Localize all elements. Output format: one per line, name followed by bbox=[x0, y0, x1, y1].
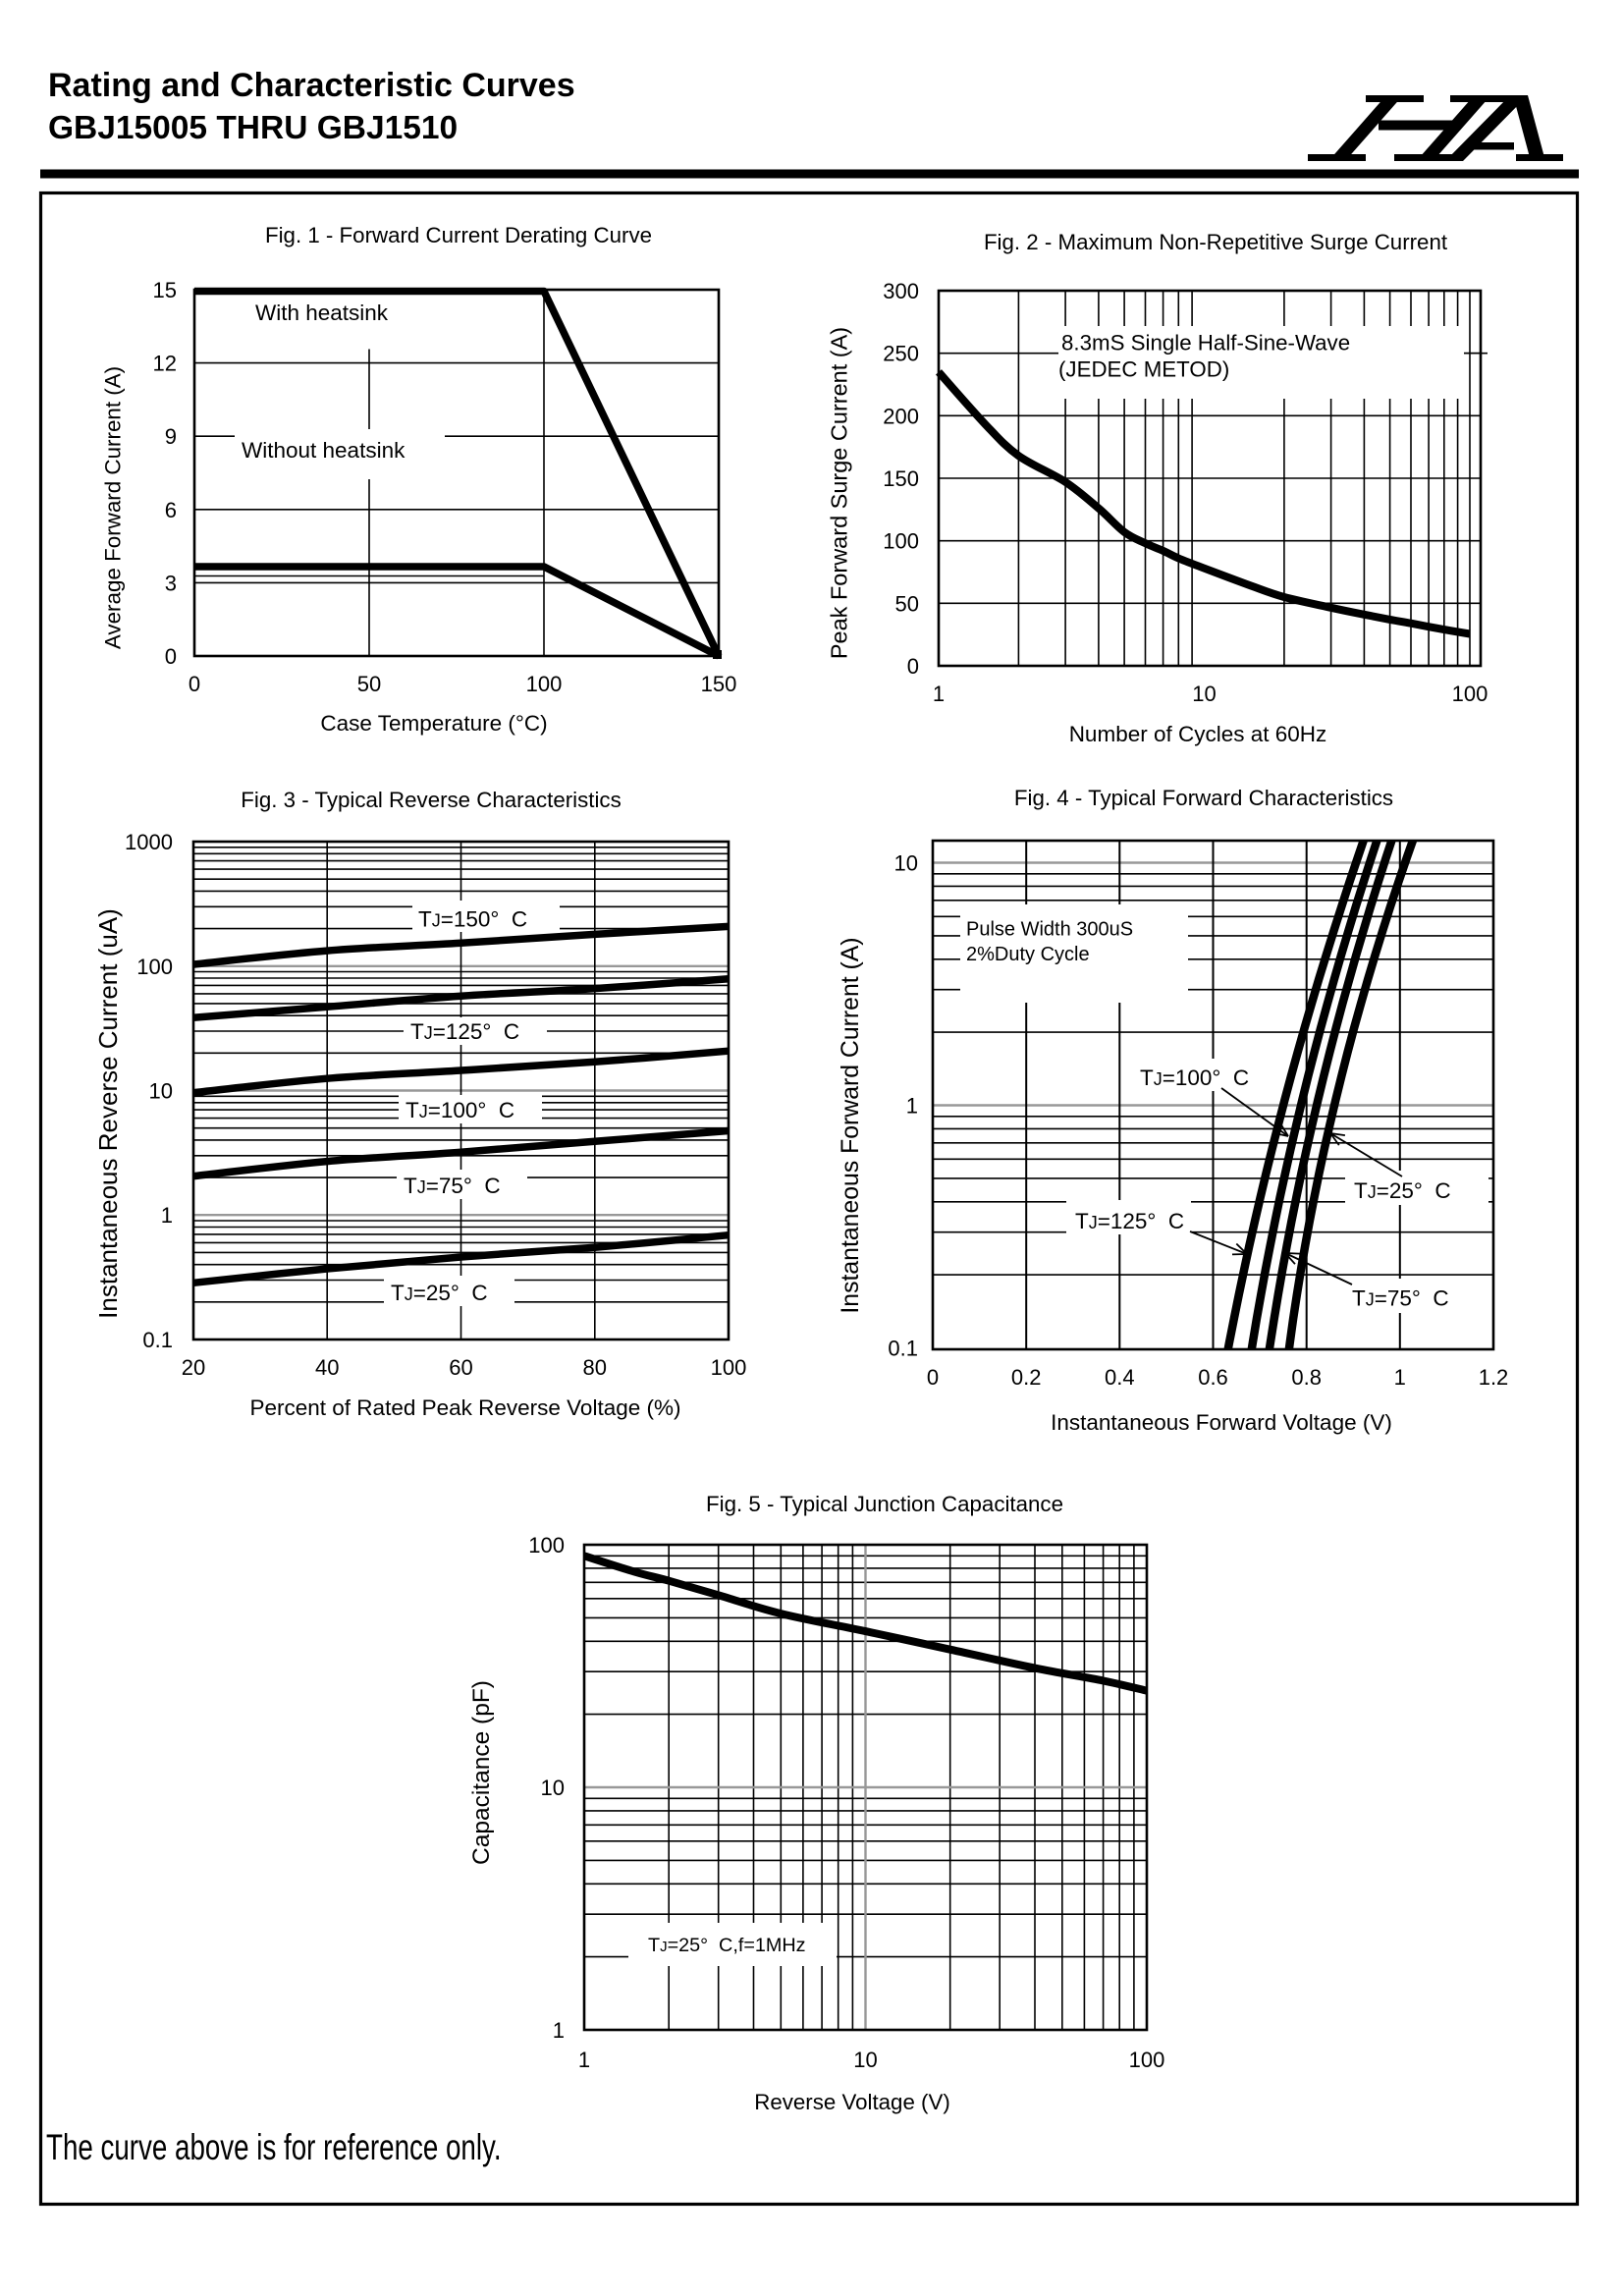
svg-text:0: 0 bbox=[927, 1365, 939, 1390]
svg-text:1: 1 bbox=[1394, 1365, 1406, 1390]
svg-text:100: 100 bbox=[883, 529, 919, 554]
svg-text:Instantaneous Forward Voltage: Instantaneous Forward Voltage (V) bbox=[1051, 1410, 1392, 1435]
svg-text:Rating and Characteristic Curv: Rating and Characteristic Curves bbox=[48, 67, 575, 104]
svg-text:3: 3 bbox=[165, 571, 177, 595]
svg-text:0: 0 bbox=[189, 672, 200, 696]
svg-text:TJ=75° C: TJ=75° C bbox=[1352, 1286, 1449, 1311]
svg-text:TJ=125° C: TJ=125° C bbox=[410, 1019, 519, 1044]
svg-text:0.4: 0.4 bbox=[1105, 1365, 1135, 1390]
svg-text:40: 40 bbox=[315, 1355, 339, 1380]
svg-text:20: 20 bbox=[182, 1355, 205, 1380]
svg-text:100: 100 bbox=[526, 672, 563, 696]
svg-text:Percent of Rated Peak Reverse: Percent of Rated Peak Reverse Voltage (%… bbox=[250, 1395, 681, 1420]
svg-text:0: 0 bbox=[165, 644, 177, 669]
svg-text:With heatsink: With heatsink bbox=[255, 301, 389, 325]
svg-text:150: 150 bbox=[701, 672, 737, 696]
svg-text:0.8: 0.8 bbox=[1291, 1365, 1322, 1390]
svg-text:300: 300 bbox=[883, 279, 919, 303]
svg-text:Instantaneous Forward Current: Instantaneous Forward Current (A) bbox=[838, 937, 864, 1313]
svg-text:1: 1 bbox=[553, 2018, 565, 2043]
svg-text:0.2: 0.2 bbox=[1011, 1365, 1042, 1390]
svg-text:Fig. 2 - Maximum Non-Repetitiv: Fig. 2 - Maximum Non-Repetitive Surge Cu… bbox=[984, 230, 1448, 254]
svg-text:Fig. 5 - Typical Junction Capa: Fig. 5 - Typical Junction Capacitance bbox=[706, 1492, 1063, 1516]
svg-text:Peak Forward Surge Current (A): Peak Forward Surge Current (A) bbox=[827, 327, 852, 659]
svg-text:200: 200 bbox=[883, 404, 919, 428]
svg-text:50: 50 bbox=[895, 591, 919, 616]
svg-text:0.1: 0.1 bbox=[888, 1337, 918, 1361]
svg-text:1: 1 bbox=[578, 2048, 590, 2072]
svg-text:0: 0 bbox=[907, 654, 919, 679]
svg-text:0.6: 0.6 bbox=[1198, 1365, 1228, 1390]
svg-text:Pulse Width 300uS: Pulse Width 300uS bbox=[966, 919, 1133, 941]
svg-text:15: 15 bbox=[153, 278, 177, 302]
svg-text:150: 150 bbox=[883, 466, 919, 491]
svg-text:100: 100 bbox=[528, 1533, 565, 1558]
svg-text:(JEDEC METOD): (JEDEC METOD) bbox=[1058, 357, 1229, 382]
svg-text:100: 100 bbox=[711, 1355, 747, 1380]
svg-text:Average Forward Current (A): Average Forward Current (A) bbox=[101, 366, 126, 649]
svg-text:80: 80 bbox=[583, 1355, 607, 1380]
svg-text:TJ=25° C,f=1MHz: TJ=25° C,f=1MHz bbox=[648, 1935, 806, 1956]
svg-text:Fig. 1 - Forward Current Derat: Fig. 1 - Forward Current Derating Curve bbox=[265, 223, 652, 247]
svg-text:1.2: 1.2 bbox=[1479, 1365, 1509, 1390]
svg-text:GBJ15005 THRU GBJ1510: GBJ15005 THRU GBJ1510 bbox=[48, 110, 458, 146]
svg-text:100: 100 bbox=[1129, 2048, 1165, 2072]
svg-text:TJ=100° C: TJ=100° C bbox=[406, 1098, 514, 1122]
svg-text:1000: 1000 bbox=[125, 830, 173, 854]
svg-text:TJ=150° C: TJ=150° C bbox=[418, 906, 527, 931]
svg-text:8.3mS Single Half-Sine-Wave: 8.3mS Single Half-Sine-Wave bbox=[1061, 331, 1350, 355]
svg-text:250: 250 bbox=[883, 342, 919, 366]
svg-text:10: 10 bbox=[1192, 682, 1216, 706]
svg-text:12: 12 bbox=[153, 352, 177, 376]
svg-text:The curve above is for referen: The curve above is for reference only. bbox=[46, 2126, 502, 2167]
svg-text:TJ=25° C: TJ=25° C bbox=[1354, 1178, 1451, 1203]
svg-text:Fig. 4 - Typical Forward Chara: Fig. 4 - Typical Forward Characteristics bbox=[1014, 786, 1393, 810]
svg-text:Fig. 3 - Typical Reverse Chara: Fig. 3 - Typical Reverse Characteristics bbox=[241, 788, 621, 812]
svg-text:TJ=75° C: TJ=75° C bbox=[404, 1174, 501, 1198]
svg-text:Case Temperature (°C): Case Temperature (°C) bbox=[320, 711, 547, 736]
svg-text:9: 9 bbox=[165, 424, 177, 449]
svg-text:2%Duty Cycle: 2%Duty Cycle bbox=[966, 944, 1090, 965]
svg-text:1: 1 bbox=[933, 682, 945, 706]
svg-text:TJ=25° C: TJ=25° C bbox=[391, 1281, 488, 1305]
svg-text:Reverse Voltage (V): Reverse Voltage (V) bbox=[754, 2090, 950, 2114]
svg-text:100: 100 bbox=[1452, 682, 1488, 706]
svg-text:0.1: 0.1 bbox=[142, 1328, 173, 1352]
svg-text:60: 60 bbox=[449, 1355, 472, 1380]
svg-text:1: 1 bbox=[161, 1203, 173, 1228]
svg-text:6: 6 bbox=[165, 498, 177, 522]
svg-text:Instantaneous Reverse Current: Instantaneous Reverse Current (uA) bbox=[93, 908, 123, 1319]
svg-text:Number of Cycles at 60Hz: Number of Cycles at 60Hz bbox=[1069, 722, 1327, 746]
svg-text:10: 10 bbox=[853, 2048, 877, 2072]
svg-text:1: 1 bbox=[906, 1094, 918, 1119]
svg-text:10: 10 bbox=[894, 851, 918, 876]
svg-text:10: 10 bbox=[149, 1079, 173, 1104]
svg-text:Capacitance (pF): Capacitance (pF) bbox=[468, 1680, 495, 1865]
svg-text:Without heatsink: Without heatsink bbox=[242, 438, 406, 463]
svg-text:50: 50 bbox=[357, 672, 381, 696]
svg-text:10: 10 bbox=[541, 1776, 565, 1800]
svg-text:100: 100 bbox=[136, 955, 173, 979]
svg-text:TJ=125° C: TJ=125° C bbox=[1075, 1209, 1184, 1233]
svg-text:TJ=100° C: TJ=100° C bbox=[1140, 1066, 1249, 1090]
